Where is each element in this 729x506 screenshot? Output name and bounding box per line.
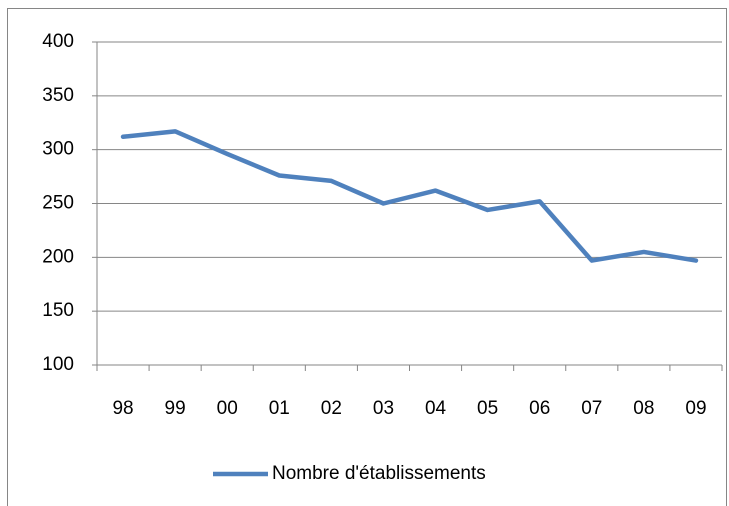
x-tick-label: 07 [581, 398, 602, 419]
chart-frame [7, 8, 727, 506]
y-tick-label: 400 [42, 31, 74, 52]
x-tick-label: 00 [217, 398, 238, 419]
x-tick-label: 06 [529, 398, 550, 419]
x-tick-label: 03 [373, 398, 394, 419]
y-tick-label: 250 [42, 193, 74, 214]
legend-label: Nombre d'établissements [272, 463, 486, 484]
x-tick-label: 08 [633, 398, 654, 419]
x-tick-label: 05 [477, 398, 498, 419]
y-tick-label: 150 [42, 300, 74, 321]
x-tick-label: 98 [112, 398, 133, 419]
x-tick-label: 09 [685, 398, 706, 419]
y-tick-label: 300 [42, 139, 74, 160]
y-tick-label: 100 [42, 354, 74, 375]
y-tick-label: 200 [42, 246, 74, 267]
x-tick-label: 02 [321, 398, 342, 419]
x-tick-label: 01 [269, 398, 290, 419]
x-tick-label: 99 [165, 398, 186, 419]
series-line [120, 129, 699, 263]
y-tick-label: 350 [42, 85, 74, 106]
x-tick-label: 04 [425, 398, 447, 419]
